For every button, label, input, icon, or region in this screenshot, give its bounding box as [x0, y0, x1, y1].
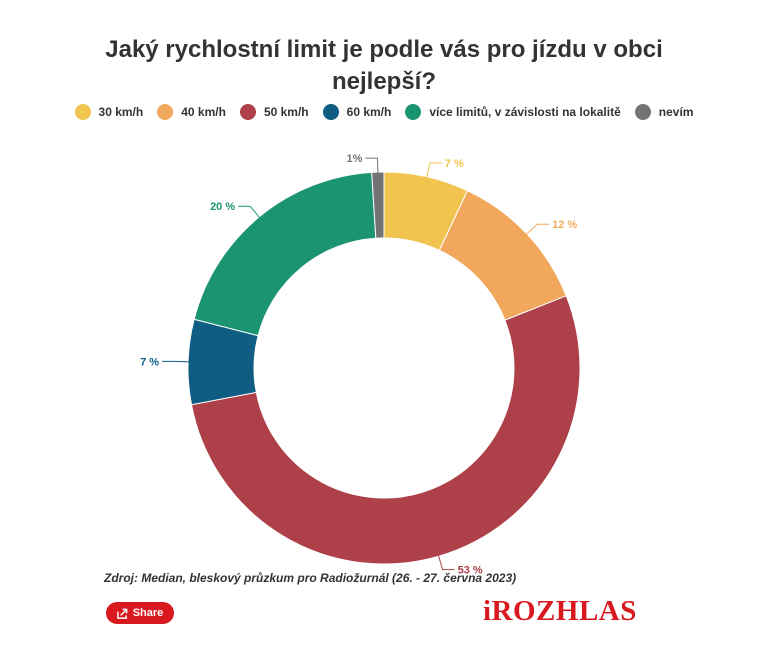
- data-label: 7 %: [140, 356, 159, 368]
- legend-swatch: [157, 104, 174, 120]
- donut-slice[interactable]: [371, 171, 385, 239]
- legend-swatch: [634, 104, 651, 120]
- legend-label: 40 km/h: [181, 105, 226, 119]
- label-connector: [525, 223, 550, 236]
- legend-label: více limitů, v závislosti na lokalitě: [429, 105, 621, 119]
- data-label: 53 %: [458, 565, 483, 577]
- source-note: Zdroj: Median, bleskový průzkum pro Radi…: [104, 571, 517, 585]
- legend-swatch: [322, 104, 339, 120]
- share-icon: [116, 608, 128, 619]
- chart-legend: 30 km/h 40 km/h 50 km/h 60 km/h více limitů,…: [0, 104, 768, 120]
- donut-slice[interactable]: [193, 171, 377, 337]
- label-connector: [437, 554, 455, 571]
- data-label: 12 %: [552, 219, 577, 231]
- legend-swatch: [74, 104, 91, 120]
- data-label: 7 %: [445, 158, 464, 170]
- legend-label: 30 km/h: [98, 105, 144, 119]
- legend-swatch: [239, 104, 256, 120]
- data-label: 1%: [346, 153, 362, 165]
- label-connector: [365, 157, 379, 175]
- label-connector: [238, 205, 261, 219]
- legend-item[interactable]: více limitů, v závislosti na lokalitě: [405, 104, 621, 120]
- data-label: 20 %: [210, 201, 235, 213]
- legend-label: 50 km/h: [263, 105, 309, 119]
- share-label: Share: [132, 607, 164, 619]
- legend-item[interactable]: 40 km/h: [157, 104, 226, 120]
- share-button[interactable]: Share: [106, 602, 174, 624]
- legend-swatch: [405, 104, 422, 120]
- chart-title: Jaký rychlostní limit je podle vás pro j…: [105, 36, 663, 95]
- donut-slice[interactable]: [438, 189, 567, 321]
- legend-label: 60 km/h: [346, 105, 392, 119]
- legend-label: nevím: [658, 105, 694, 119]
- legend-item[interactable]: 50 km/h: [239, 104, 309, 120]
- legend-item[interactable]: 30 km/h: [74, 104, 144, 120]
- legend-item[interactable]: 60 km/h: [322, 104, 392, 120]
- donut-slice[interactable]: [190, 295, 581, 565]
- irozhlas-logo[interactable]: iROZHLAS: [483, 595, 637, 627]
- label-connector: [162, 360, 191, 363]
- label-connector: [425, 162, 442, 179]
- legend-item[interactable]: nevím: [634, 104, 694, 120]
